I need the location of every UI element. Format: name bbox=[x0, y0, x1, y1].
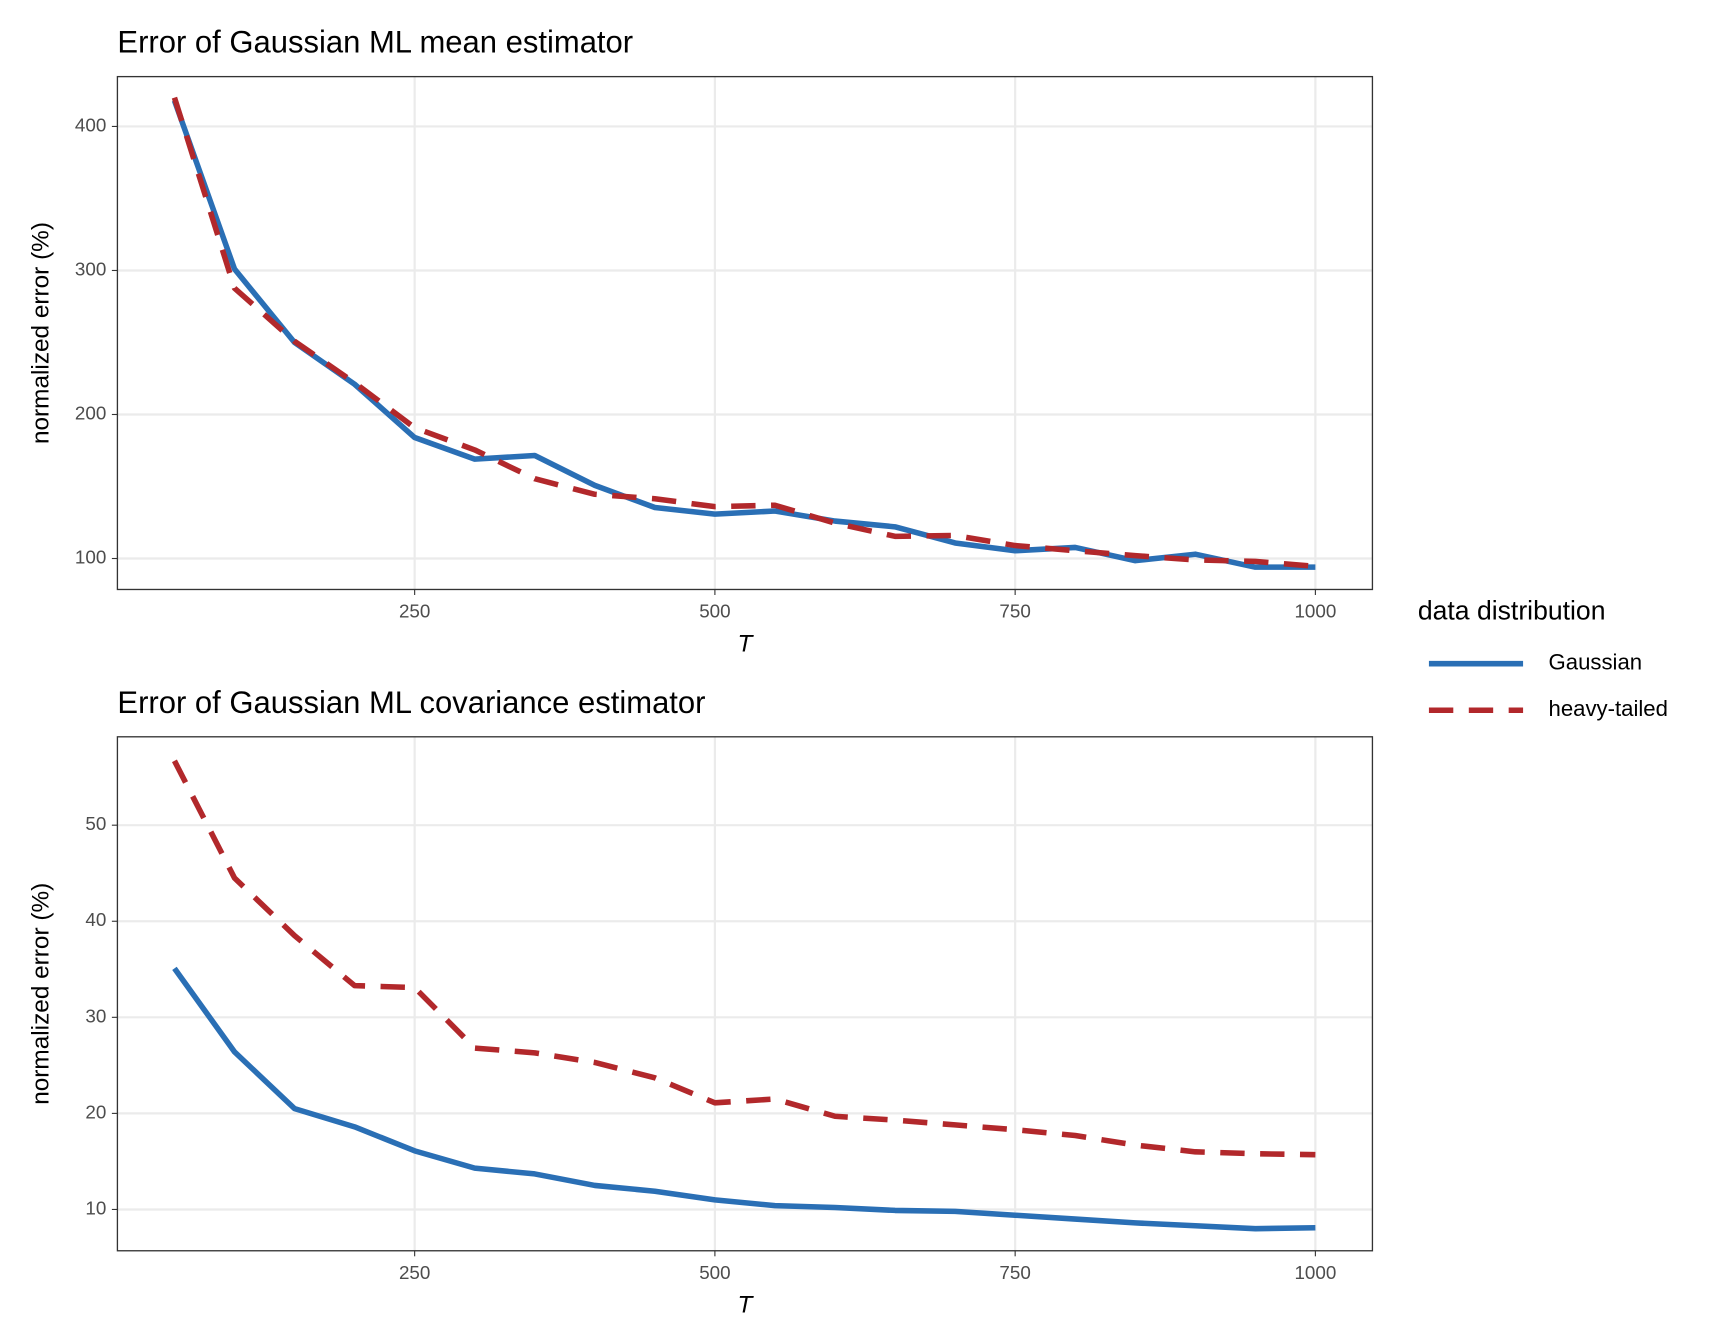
x-axis-title: T bbox=[737, 630, 754, 657]
y-tick-label: 50 bbox=[85, 813, 106, 834]
x-axis-title: T bbox=[737, 1292, 754, 1319]
x-tick-label: 1000 bbox=[1294, 601, 1336, 622]
x-tick-label: 500 bbox=[699, 601, 730, 622]
chart-title: Error of Gaussian ML covariance estimato… bbox=[117, 685, 705, 720]
y-tick-label: 200 bbox=[75, 402, 106, 423]
y-tick-label: 400 bbox=[75, 114, 106, 135]
y-axis-title: normalized error (%) bbox=[28, 222, 55, 444]
plot-border bbox=[116, 75, 1374, 591]
y-axis-title: normalized error (%) bbox=[28, 883, 55, 1105]
y-tick-label: 20 bbox=[85, 1101, 106, 1122]
plot-border bbox=[116, 736, 1374, 1252]
x-tick-label: 250 bbox=[399, 601, 430, 622]
legend-title: data distribution bbox=[1418, 596, 1606, 626]
x-tick-label: 750 bbox=[999, 601, 1030, 622]
x-tick-label: 750 bbox=[999, 1262, 1030, 1283]
y-tick-label: 30 bbox=[85, 1005, 106, 1026]
y-tick-label: 40 bbox=[85, 909, 106, 930]
chart-title: Error of Gaussian ML mean estimator bbox=[117, 25, 633, 60]
legend-label: heavy-tailed bbox=[1549, 696, 1668, 721]
y-tick-label: 10 bbox=[85, 1197, 106, 1218]
plot-background bbox=[117, 736, 1373, 1251]
y-tick-label: 100 bbox=[75, 546, 106, 567]
y-tick-label: 300 bbox=[75, 258, 106, 279]
series-line bbox=[171, 759, 1316, 1158]
x-tick-label: 1000 bbox=[1294, 1262, 1336, 1283]
series-line bbox=[172, 966, 1316, 1232]
x-tick-label: 500 bbox=[699, 1262, 730, 1283]
x-tick-label: 250 bbox=[399, 1262, 430, 1283]
legend-label: Gaussian bbox=[1549, 650, 1643, 675]
series-line bbox=[171, 96, 1316, 570]
